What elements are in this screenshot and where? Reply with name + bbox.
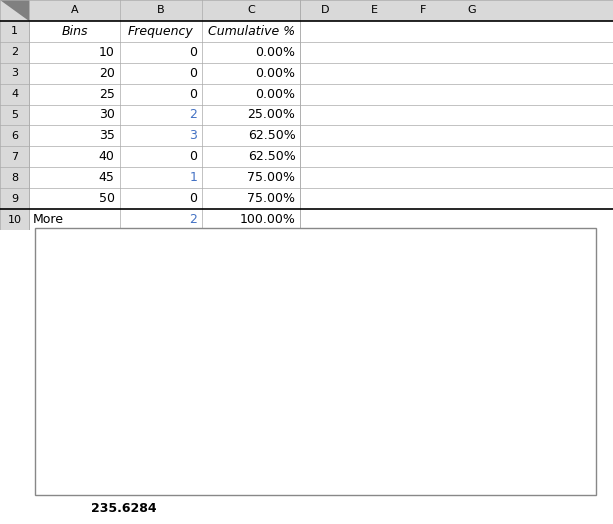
Text: 1: 1: [189, 171, 197, 184]
Text: 75.00%: 75.00%: [248, 171, 295, 184]
Text: 0: 0: [189, 192, 197, 205]
Bar: [0, 21, 29, 42]
Text: A: A: [70, 5, 78, 15]
Text: 2: 2: [11, 47, 18, 57]
Text: F: F: [420, 5, 426, 15]
Text: 62.50%: 62.50%: [248, 150, 295, 163]
Text: 50: 50: [99, 192, 115, 205]
Text: B: B: [157, 5, 165, 15]
Bar: [0, 84, 29, 105]
Bar: [254, 312, 281, 455]
Text: Cumulative %: Cumulative %: [208, 25, 295, 38]
Bar: [0, 63, 29, 84]
Text: 62.50%: 62.50%: [248, 129, 295, 143]
Text: C: C: [248, 5, 255, 15]
Text: 2: 2: [189, 213, 197, 226]
Polygon shape: [0, 0, 29, 21]
Text: 10: 10: [99, 46, 115, 59]
Text: 40: 40: [99, 150, 115, 163]
Text: 3: 3: [11, 68, 18, 78]
Text: 0.00%: 0.00%: [256, 46, 295, 59]
Text: 4: 4: [11, 89, 18, 99]
Text: 7: 7: [11, 152, 18, 162]
Text: Histogram: Histogram: [263, 239, 368, 257]
Bar: [0, 42, 29, 63]
Bar: [0, 105, 29, 125]
Text: More: More: [32, 213, 64, 226]
Text: Bins: Bins: [61, 25, 88, 38]
Text: 9: 9: [11, 194, 18, 204]
Text: G: G: [468, 5, 476, 15]
Text: Frequency: Frequency: [128, 25, 194, 38]
Text: D: D: [321, 5, 329, 15]
Bar: [0, 0, 613, 21]
Text: 5: 5: [11, 110, 18, 120]
Bar: [0, 188, 29, 209]
Text: 1: 1: [11, 26, 18, 36]
Bar: [0, 167, 29, 188]
Text: 10: 10: [8, 214, 21, 225]
Text: E: E: [370, 5, 378, 15]
Text: 0: 0: [189, 150, 197, 163]
Text: 45: 45: [99, 171, 115, 184]
Text: 25.00%: 25.00%: [248, 108, 295, 122]
Text: 0.00%: 0.00%: [256, 67, 295, 80]
Bar: [217, 360, 243, 455]
Text: 235.6284: 235.6284: [91, 501, 157, 515]
Legend: Frequency, Cumulative %: Frequency, Cumulative %: [455, 315, 569, 358]
Text: 20: 20: [99, 67, 115, 80]
Text: 2: 2: [189, 108, 197, 122]
Text: 30: 30: [99, 108, 115, 122]
Text: 0: 0: [189, 88, 197, 101]
Bar: [403, 360, 430, 455]
Y-axis label: Frequency: Frequency: [70, 331, 80, 389]
Text: 8: 8: [11, 173, 18, 183]
Bar: [0, 146, 29, 167]
Text: 35: 35: [99, 129, 115, 143]
Text: 0.00%: 0.00%: [256, 88, 295, 101]
Text: 6: 6: [11, 131, 18, 141]
Text: 0: 0: [189, 46, 197, 59]
Text: 0: 0: [189, 67, 197, 80]
Bar: [0, 125, 29, 146]
Text: 75.00%: 75.00%: [248, 192, 295, 205]
Text: 100.00%: 100.00%: [240, 213, 295, 226]
Bar: [329, 408, 355, 455]
Bar: [0, 209, 29, 230]
Text: 3: 3: [189, 129, 197, 143]
Text: 25: 25: [99, 88, 115, 101]
